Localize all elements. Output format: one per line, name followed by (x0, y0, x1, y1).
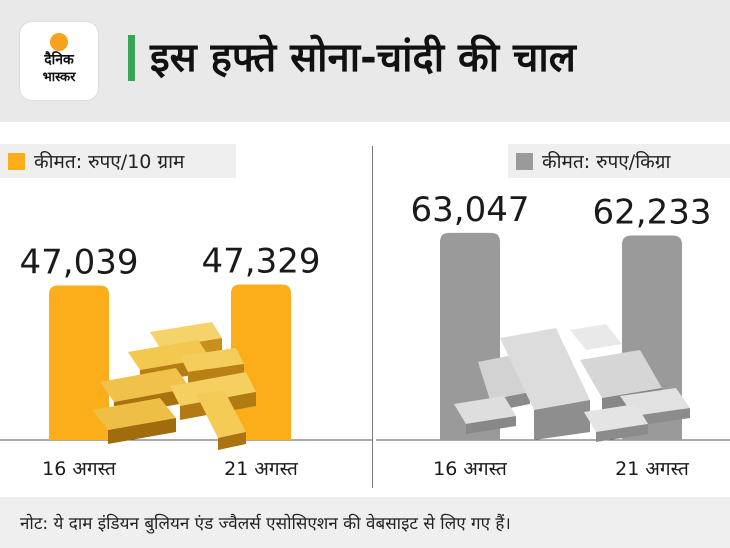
gold-category-label-2: 21 अगस्त (224, 458, 299, 480)
logo-text-line1: दैनिक (44, 52, 74, 68)
panel-divider (372, 146, 373, 488)
silver-value-label-2: 62,233 (593, 193, 712, 233)
gold-value-label-2: 47,329 (202, 241, 321, 281)
silver-category-label-2: 21 अगस्त (615, 458, 690, 480)
title-accent-bar (128, 35, 135, 81)
gold-legend-label: कीमत: रुपए/10 ग्राम (34, 151, 185, 173)
silver-legend: कीमत: रुपए/किग्रा (508, 144, 730, 178)
gold-bars-illustration (92, 322, 256, 450)
page-title: इस हफ्ते सोना-चांदी की चाल (150, 35, 576, 81)
silver-legend-label: कीमत: रुपए/किग्रा (542, 151, 671, 173)
silver-legend-swatch (516, 152, 533, 170)
silver-bars-illustration (454, 324, 690, 442)
header: दैनिक भास्कर इस हफ्ते सोना-चांदी की चाल (0, 0, 730, 122)
sun-icon (50, 33, 68, 51)
silver-bar-1 (440, 232, 500, 440)
gold-legend: कीमत: रुपए/10 ग्राम (0, 144, 236, 178)
silver-category-label-1: 16 अगस्त (433, 458, 508, 480)
dainik-bhaskar-logo: दैनिक भास्कर (20, 22, 98, 100)
gold-category-label-1: 16 अगस्त (42, 458, 117, 480)
gold-legend-swatch (8, 152, 25, 170)
gold-bars: 47,039 16 अगस्त 47,329 21 अगस्त (0, 241, 372, 480)
gold-bar-1 (49, 285, 109, 440)
footnote: नोट: ये दाम इंडियन बुलियन एंड ज्वैलर्स ए… (0, 497, 730, 548)
gold-value-label-1: 47,039 (20, 242, 139, 282)
silver-value-label-1: 63,047 (411, 190, 530, 230)
logo-text-line2: भास्कर (42, 70, 76, 85)
